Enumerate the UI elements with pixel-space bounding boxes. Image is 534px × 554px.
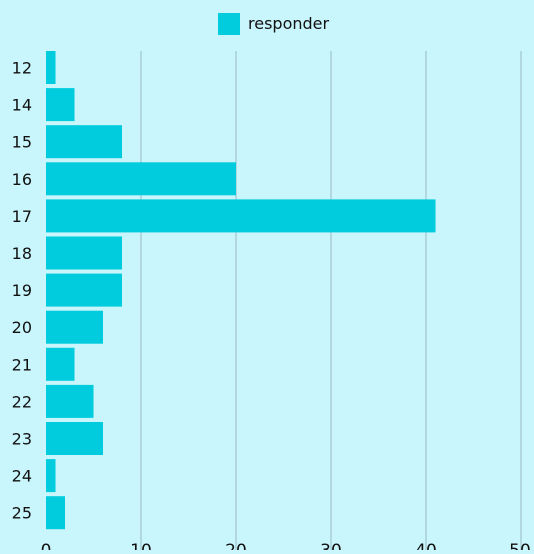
bar-22	[46, 384, 94, 418]
y-tick-label-24: 24	[12, 467, 32, 486]
y-tick-label-20: 20	[12, 318, 32, 337]
y-tick-label-19: 19	[12, 281, 32, 300]
y-axis-tick-labels: 12 14 15 16 17 18 19 20 21 22 23 24 25	[12, 59, 32, 523]
bar-24	[46, 459, 56, 493]
x-tick-label-10: 10	[130, 541, 152, 550]
x-axis-tick-labels: 0 10 20 30 40 50	[41, 541, 531, 554]
x-tick-label-20: 20	[225, 541, 247, 550]
bar-16	[46, 162, 236, 196]
bars	[46, 51, 436, 530]
y-tick-label-14: 14	[12, 96, 32, 115]
y-tick-label-15: 15	[12, 133, 32, 152]
y-tick-label-21: 21	[12, 355, 32, 374]
legend: responder	[218, 13, 329, 35]
x-tick-label-30: 30	[320, 541, 342, 550]
bar-20	[46, 310, 103, 344]
legend-swatch	[218, 13, 240, 35]
y-tick-label-25: 25	[12, 504, 32, 523]
y-tick-label-16: 16	[12, 170, 32, 189]
bar-12	[46, 51, 56, 84]
bar-14	[46, 88, 75, 122]
bar-18	[46, 236, 122, 270]
y-tick-label-18: 18	[12, 244, 32, 263]
grid-lines	[140, 51, 522, 550]
y-tick-label-12: 12	[12, 59, 32, 78]
y-tick-label-23: 23	[12, 430, 32, 449]
x-tick-label-40: 40	[415, 541, 437, 550]
y-tick-label-17: 17	[12, 207, 32, 226]
bar-17	[46, 199, 436, 233]
x-tick-label-0: 0	[41, 541, 52, 550]
bar-19	[46, 273, 122, 307]
bar-15	[46, 125, 122, 159]
bar-25	[46, 496, 65, 530]
x-tick-label-50: 50	[509, 541, 531, 550]
bar-23	[46, 422, 103, 455]
bar-21	[46, 347, 75, 381]
legend-label-responder: responder	[248, 14, 329, 33]
y-tick-label-22: 22	[12, 392, 32, 411]
